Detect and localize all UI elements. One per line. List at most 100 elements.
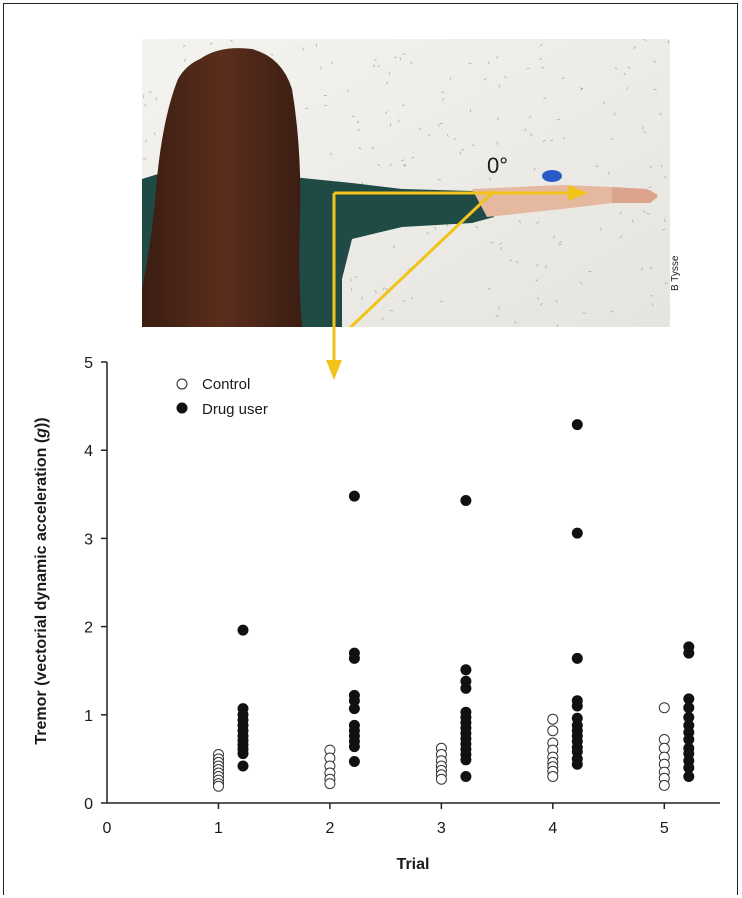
point-drug-user-22: [348, 741, 360, 753]
speckle: [496, 141, 499, 145]
speckle: [489, 177, 492, 181]
speckle: [399, 57, 402, 61]
y-tick-label-5: 5: [84, 355, 93, 372]
angle-overlay: [332, 185, 588, 327]
speckle: [384, 287, 389, 290]
x-tick-label-5: 5: [660, 820, 669, 837]
speckle: [418, 127, 421, 130]
speckle: [354, 275, 358, 279]
speckle: [600, 227, 602, 231]
speckle: [514, 320, 517, 324]
point-drug-user-11: [237, 760, 249, 772]
speckle: [438, 123, 440, 128]
speckle: [402, 299, 406, 302]
speckle: [487, 287, 491, 290]
speckle: [143, 104, 147, 107]
speckle: [358, 146, 362, 150]
speckle: [623, 72, 626, 76]
point-drug-user-17: [348, 703, 360, 715]
hand: [612, 187, 658, 203]
figure-frame: [3, 3, 738, 895]
speckle: [397, 119, 400, 123]
speckle: [377, 64, 381, 68]
speckle: [385, 81, 389, 85]
speckle: [603, 101, 606, 105]
speckle: [595, 165, 599, 168]
x-tick-label-4: 4: [548, 820, 557, 837]
point-control-23: [547, 713, 559, 725]
speckle: [351, 115, 356, 118]
speckle: [270, 53, 274, 56]
speckle: [562, 136, 566, 140]
speckle: [372, 64, 376, 68]
speckle: [643, 131, 647, 133]
axes: 0 1 2 3 4 5 0 1 2 3 4 5: [84, 355, 720, 837]
speckle: [496, 56, 499, 60]
point-drug-user-38: [460, 771, 472, 782]
y-axis-title: Tremor (vectorial dynamic acceleration (…: [33, 417, 50, 744]
speckle: [411, 157, 415, 159]
speckle: [539, 303, 543, 306]
speckle: [542, 139, 546, 143]
x-ticks: 0 1 2 3 4 5: [103, 803, 669, 837]
x-tick-label-0: 0: [103, 820, 112, 837]
y-axis-title-italic: g: [33, 428, 50, 439]
speckle: [641, 126, 644, 130]
speckle: [610, 137, 614, 141]
speckle: [389, 123, 392, 127]
speckle: [643, 39, 647, 41]
speckle: [660, 164, 663, 168]
speckle: [535, 279, 539, 282]
speckle: [183, 58, 187, 62]
speckle: [145, 139, 147, 143]
speckle: [384, 111, 388, 114]
speckle: [544, 265, 548, 269]
speckle: [437, 178, 441, 181]
speckle: [540, 43, 543, 47]
point-drug-user-25: [460, 664, 472, 676]
speckle: [389, 163, 392, 167]
legend-label-control: Control: [202, 376, 250, 393]
speckle: [394, 56, 398, 59]
speckle: [549, 139, 554, 142]
speckle: [667, 40, 670, 44]
speckle: [401, 159, 405, 162]
speckle: [442, 98, 444, 102]
speckle: [392, 245, 396, 249]
speckle: [642, 210, 646, 213]
speckle: [319, 66, 322, 70]
angle-label: 0°: [487, 153, 508, 178]
sensor: [542, 170, 562, 182]
speckle: [440, 300, 444, 303]
y-axis-title-part-3: )): [33, 417, 50, 428]
speckle: [619, 211, 622, 215]
speckle: [496, 117, 500, 121]
speckle: [518, 220, 521, 224]
speckle: [449, 76, 452, 80]
speckle: [530, 133, 533, 137]
speckle: [347, 89, 350, 93]
speckle: [627, 66, 631, 69]
speckle: [361, 296, 363, 300]
speckle: [349, 278, 352, 282]
legend-marker-control: [176, 378, 188, 390]
speckle: [539, 57, 543, 61]
point-drug-user-24: [460, 495, 472, 506]
point-drug-user-10: [237, 748, 249, 760]
speckle: [504, 76, 508, 78]
speckle: [662, 228, 666, 231]
point-drug-user-27: [460, 682, 472, 694]
speckle: [524, 128, 527, 132]
speckle: [475, 226, 479, 228]
speckle: [646, 213, 650, 215]
speckle: [381, 317, 385, 320]
speckle: [650, 266, 653, 270]
point-drug-user-52: [571, 758, 583, 770]
speckle: [488, 60, 490, 65]
speckle: [382, 287, 385, 291]
y-tick-label-1: 1: [84, 708, 93, 725]
speckle: [302, 47, 304, 51]
point-drug-user-12: [348, 490, 360, 502]
speckle: [620, 235, 623, 239]
